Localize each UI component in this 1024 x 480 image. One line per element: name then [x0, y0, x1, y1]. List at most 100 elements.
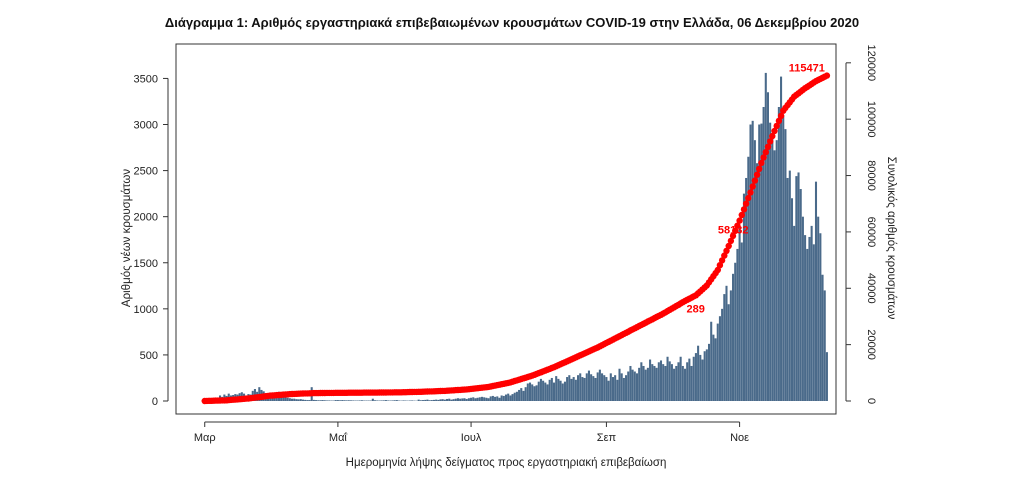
right-axis-tick-label: 40000 — [865, 273, 877, 304]
cumulative-point — [732, 227, 739, 234]
bar — [692, 356, 695, 401]
bar — [625, 375, 628, 401]
bar — [478, 397, 481, 401]
bar — [570, 378, 573, 401]
bar — [291, 398, 294, 401]
bar — [465, 398, 468, 401]
right-axis-tick-label: 0 — [865, 398, 877, 404]
right-y-axis-title: Συνολικός αριθμός κρουσμάτων — [885, 157, 897, 320]
bar — [306, 400, 309, 401]
bar — [673, 368, 676, 401]
bar — [762, 107, 765, 401]
cumulative-point — [745, 194, 752, 202]
bar — [823, 290, 826, 401]
bar — [740, 242, 743, 401]
right-axis-tick-label: 100000 — [865, 101, 877, 138]
left-y-axis-title: Αριθμός νέων κρουσμάτων — [121, 169, 133, 307]
bar — [498, 397, 501, 401]
bar — [360, 400, 363, 401]
bar — [343, 400, 346, 401]
bar — [509, 395, 512, 401]
bar — [609, 373, 612, 401]
cumulative-point — [771, 127, 778, 135]
bar — [653, 365, 656, 401]
bar — [749, 124, 752, 401]
bar — [758, 124, 761, 401]
bar — [480, 396, 484, 401]
cumulative-point — [773, 122, 780, 130]
bar — [721, 308, 724, 401]
bar — [339, 400, 342, 401]
cumulative-point — [760, 154, 767, 161]
bar — [804, 235, 807, 401]
bar — [476, 397, 479, 401]
bar — [304, 399, 307, 401]
bar — [487, 398, 490, 401]
bar — [780, 76, 783, 401]
bar — [352, 400, 355, 401]
bar — [321, 400, 324, 401]
bar — [432, 399, 435, 401]
left-axis-tick-label: 2000 — [134, 212, 158, 224]
cumulative-annotation: 58132 — [718, 225, 749, 237]
cumulative-point — [714, 266, 721, 274]
bar — [629, 365, 632, 401]
cumulative-point — [729, 232, 737, 240]
left-y-axis: 0 500 1000 1500 2000 2500 3000 3500 — [134, 73, 169, 408]
bar — [734, 262, 737, 401]
left-axis-tick-label: 3000 — [134, 120, 158, 132]
bar — [323, 400, 326, 401]
bar — [738, 225, 741, 401]
bar — [297, 399, 300, 401]
bar — [315, 400, 318, 401]
bar — [422, 400, 425, 401]
bar — [548, 379, 551, 401]
bar — [756, 163, 759, 401]
bar — [718, 316, 721, 401]
bar — [819, 233, 822, 401]
bar — [358, 400, 361, 401]
bar-series — [203, 72, 828, 402]
bar — [817, 216, 820, 401]
bar — [443, 399, 446, 401]
bar — [424, 399, 427, 401]
cumulative-point — [764, 143, 772, 150]
bar — [295, 399, 298, 401]
bar — [341, 400, 344, 401]
x-axis-tick-label: Μαΐ — [329, 432, 348, 444]
bar — [797, 172, 800, 401]
bar — [635, 373, 639, 401]
bar — [555, 376, 558, 401]
cumulative-point — [823, 72, 831, 79]
bar — [393, 400, 396, 401]
bar — [572, 377, 575, 401]
cumulative-point — [762, 149, 769, 156]
bar — [773, 150, 776, 401]
bar — [788, 170, 791, 401]
bar — [312, 399, 315, 401]
bar — [697, 345, 700, 401]
bar — [539, 378, 542, 401]
bar — [544, 382, 547, 401]
cumulative-series — [201, 72, 831, 405]
bar — [611, 377, 614, 401]
bar — [666, 356, 669, 401]
x-axis-title: Ημερομηνία λήψης δείγματος προς εργαστηρ… — [346, 457, 667, 469]
bar — [347, 400, 350, 401]
bar — [417, 399, 420, 401]
bar — [430, 400, 433, 401]
right-axis-tick-label: 60000 — [865, 217, 877, 248]
bar — [679, 356, 682, 401]
bar — [461, 398, 464, 401]
bar — [437, 399, 440, 401]
cumulative-point — [753, 171, 761, 178]
bar — [317, 400, 320, 401]
bar — [504, 394, 508, 401]
bar — [428, 400, 431, 401]
bar — [459, 398, 462, 401]
bar — [764, 72, 767, 402]
bar — [286, 397, 289, 401]
bar — [349, 400, 353, 401]
bar — [725, 285, 728, 401]
